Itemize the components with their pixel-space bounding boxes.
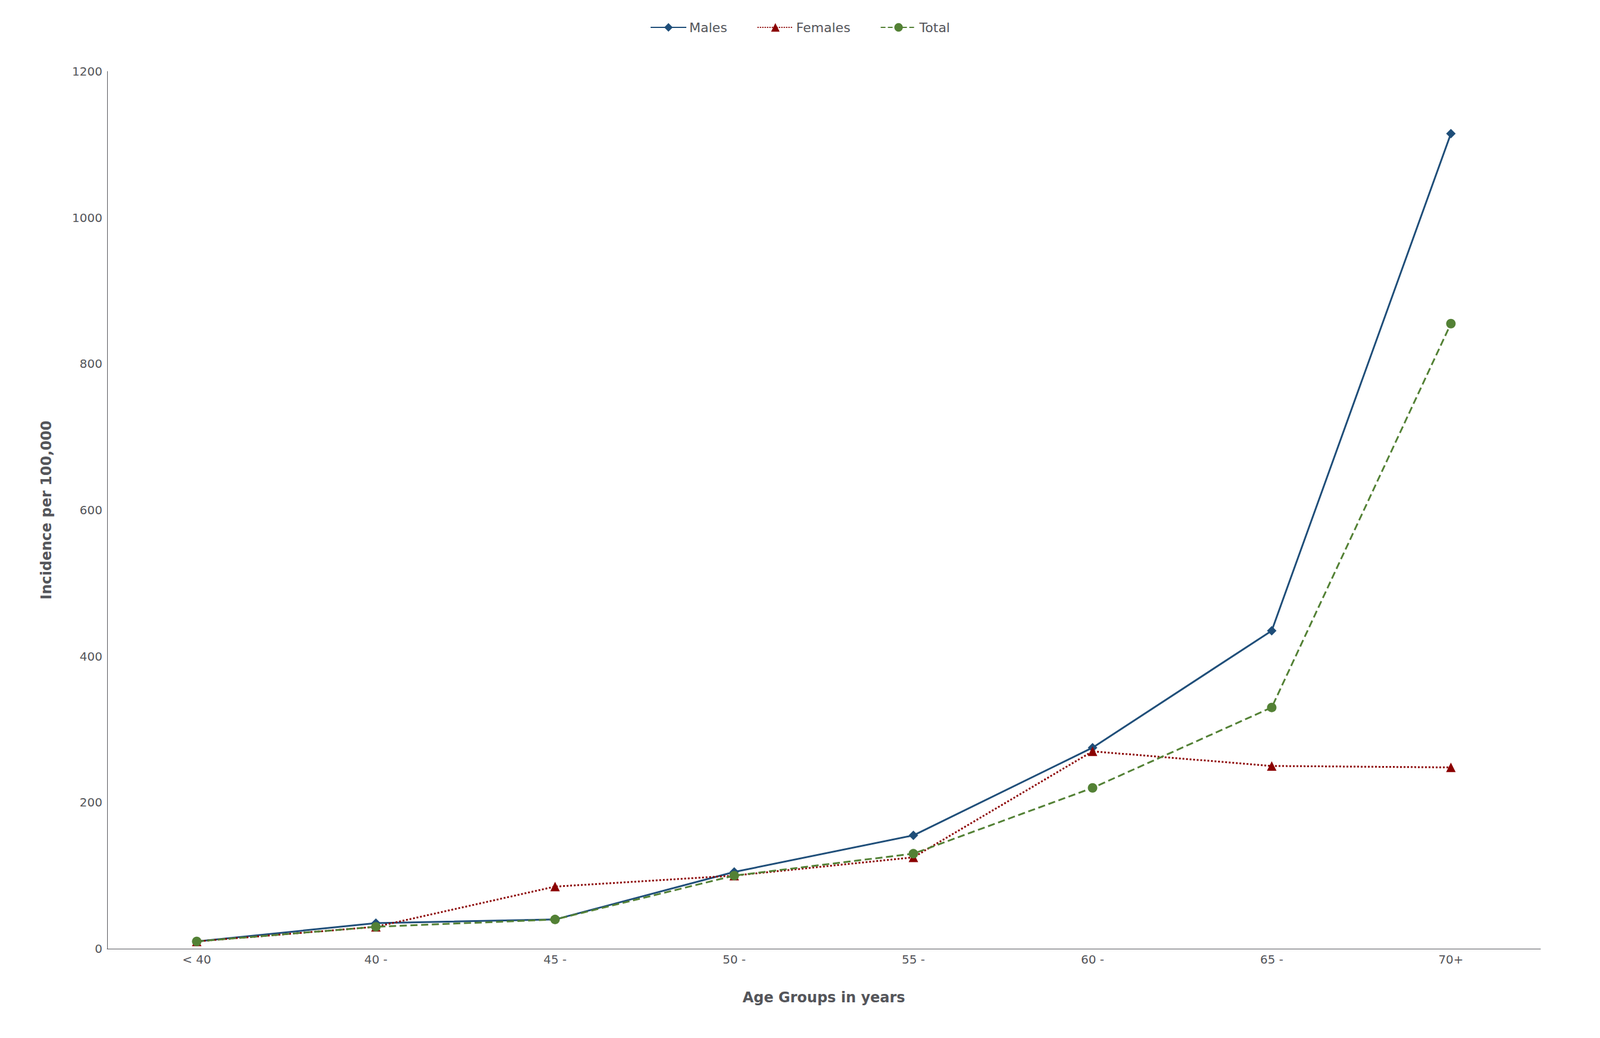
svg-text:800: 800 (79, 356, 103, 371)
svg-text:600: 600 (79, 502, 103, 518)
svg-text:40 -: 40 - (364, 952, 388, 967)
svg-text:50 -: 50 - (722, 952, 746, 967)
svg-text:55 -: 55 - (901, 952, 925, 967)
svg-text:65 -: 65 - (1260, 952, 1284, 967)
svg-text:Age Groups in years: Age Groups in years (742, 989, 905, 1006)
svg-text:Females: Females (796, 20, 851, 36)
svg-text:Incidence per 100,000: Incidence per 100,000 (38, 420, 55, 600)
svg-text:1000: 1000 (72, 210, 103, 225)
svg-text:0: 0 (94, 941, 103, 956)
svg-text:Males: Males (689, 20, 728, 36)
svg-text:70+: 70+ (1438, 952, 1464, 967)
svg-text:400: 400 (79, 649, 103, 664)
svg-text:45 -: 45 - (543, 952, 567, 967)
svg-text:200: 200 (79, 795, 103, 810)
svg-text:< 40: < 40 (182, 952, 212, 967)
svg-text:1200: 1200 (72, 64, 103, 79)
svg-text:60 -: 60 - (1080, 952, 1105, 967)
svg-text:Total: Total (919, 20, 950, 36)
